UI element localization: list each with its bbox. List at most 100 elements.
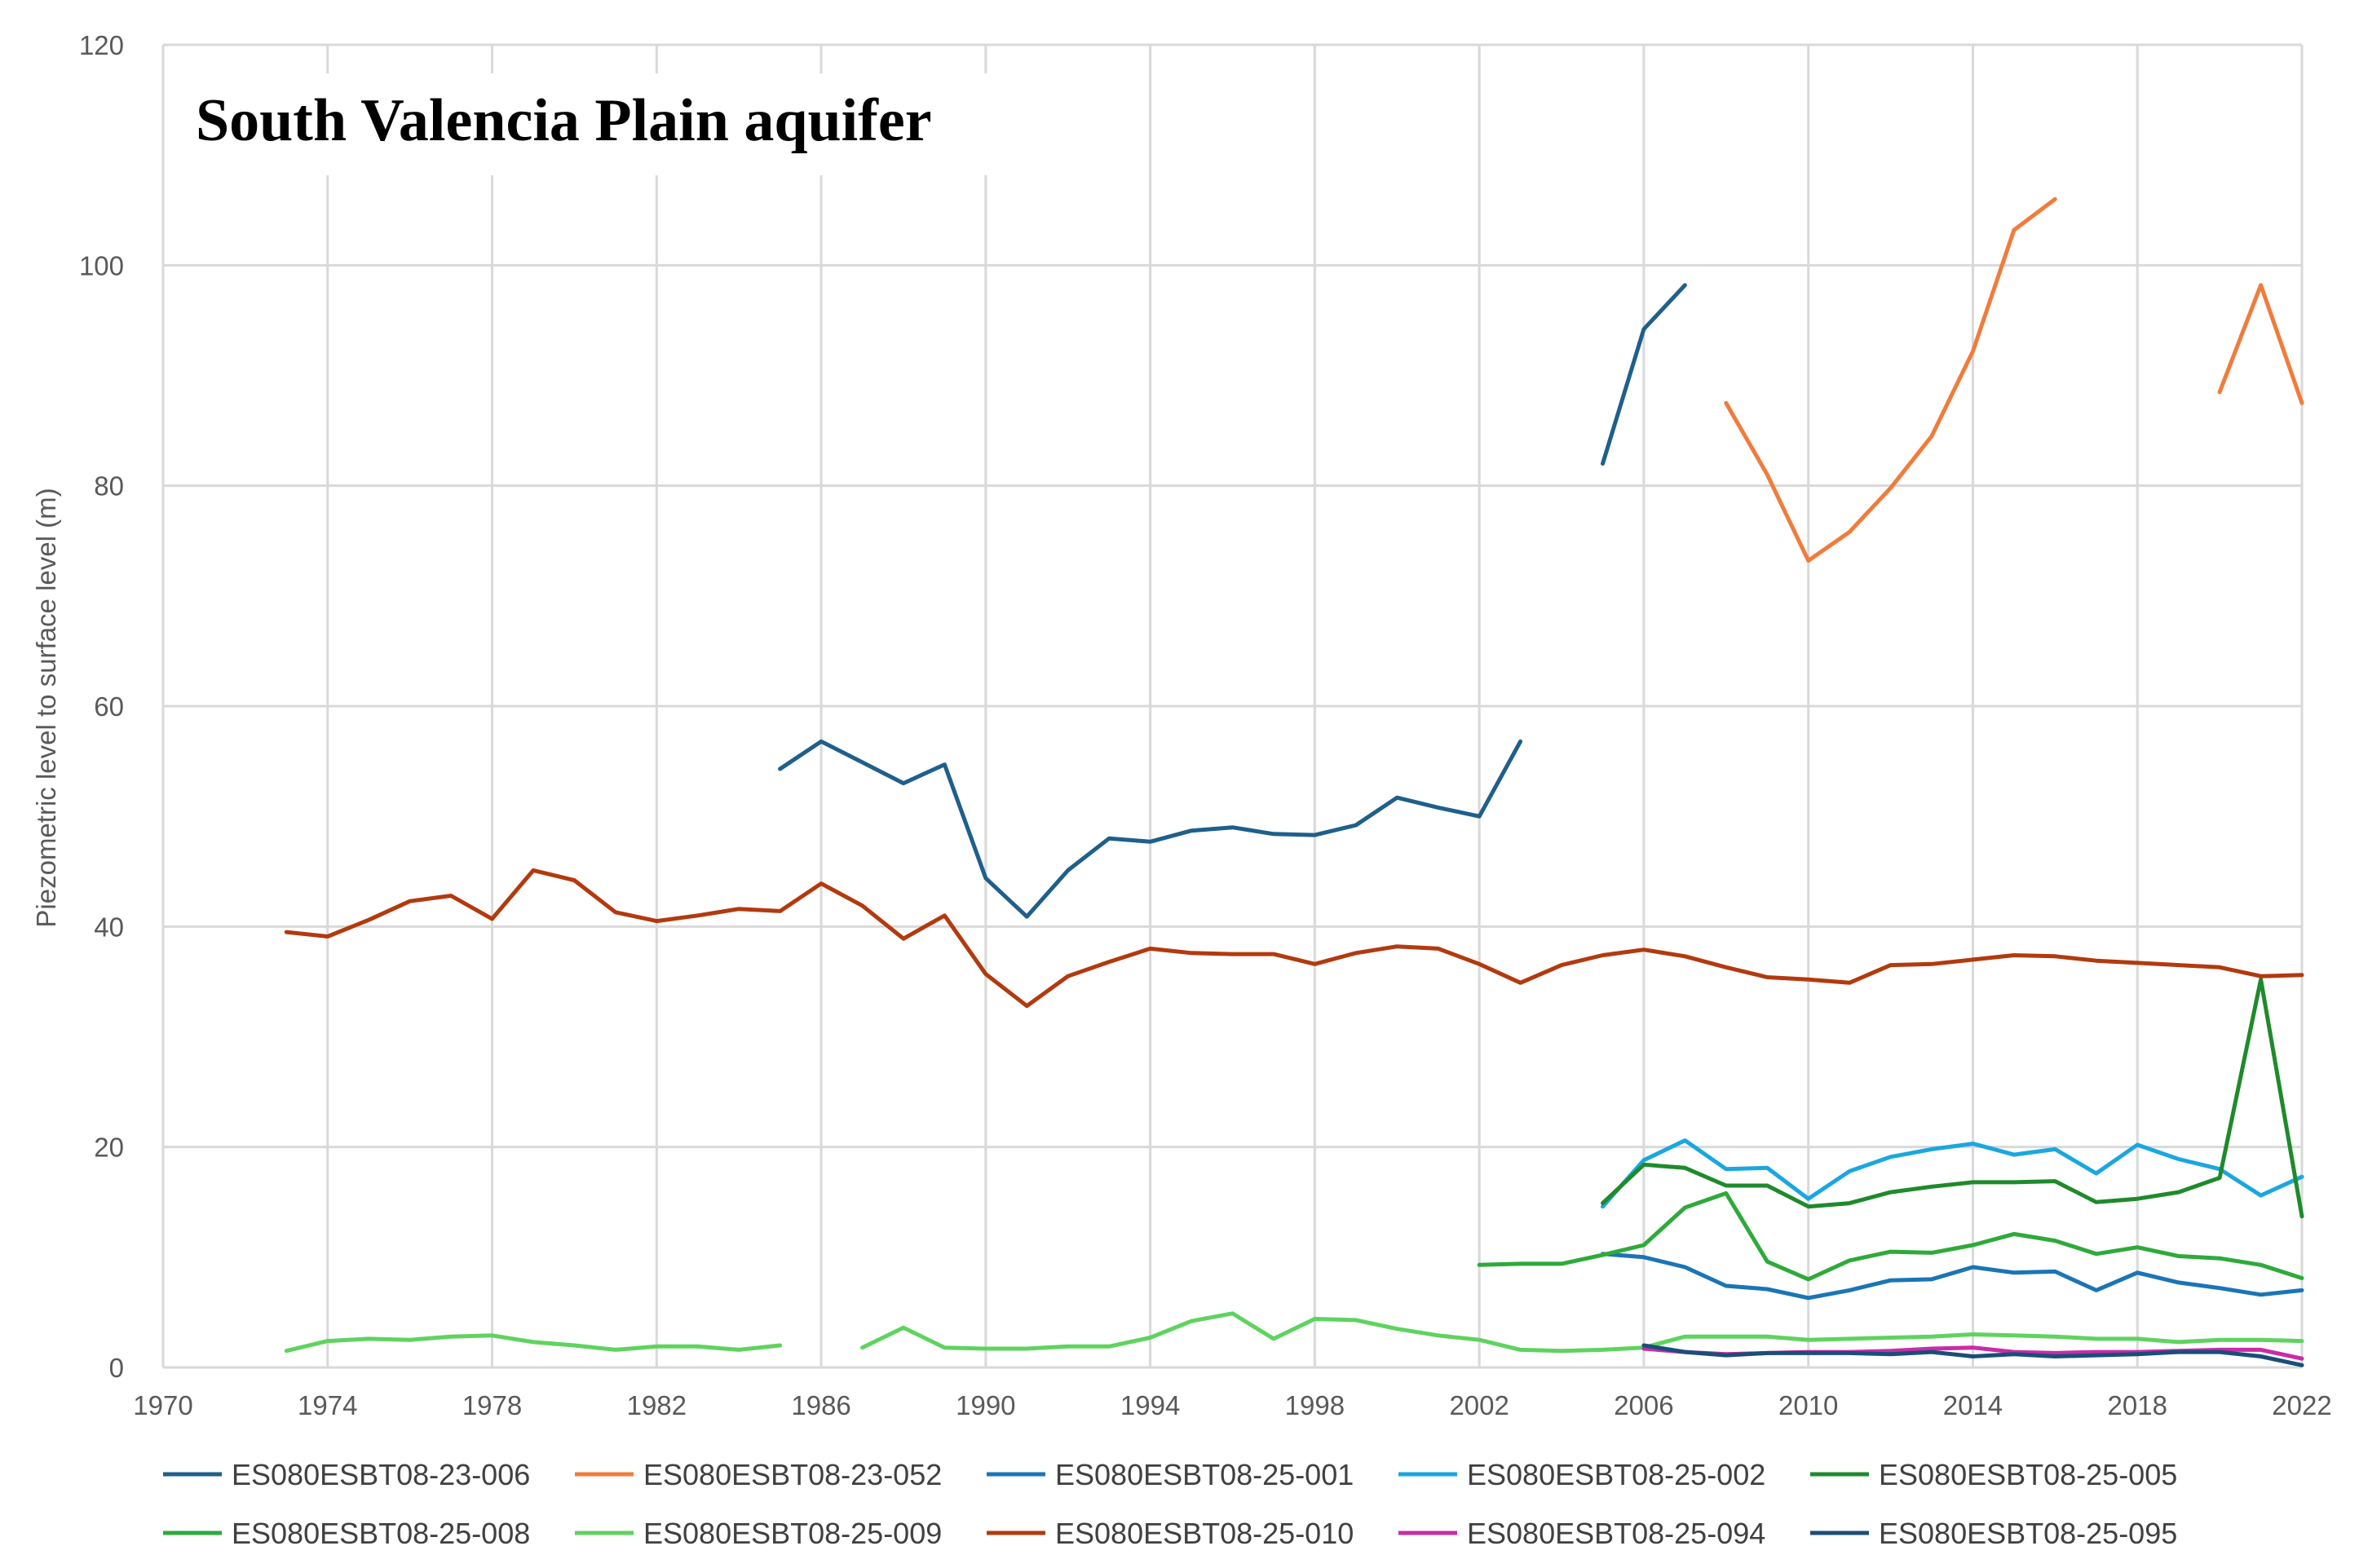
data-point bbox=[1849, 1338, 1850, 1339]
data-point bbox=[2013, 955, 2014, 956]
data-point bbox=[1602, 1255, 1603, 1256]
data-point bbox=[1767, 1261, 1768, 1262]
data-point bbox=[1602, 1203, 1603, 1204]
line-chart: 0204060801001201970 1974 1978 1982 1986 1990 1… bbox=[0, 0, 2359, 1568]
y-tick-label: 60 bbox=[94, 691, 124, 722]
data-point bbox=[1520, 741, 1521, 742]
data-point bbox=[1725, 1168, 1726, 1169]
data-point bbox=[1643, 1244, 1644, 1245]
legend-item: ES080ESBT08-23-052 bbox=[575, 1458, 942, 1491]
data-point bbox=[1191, 952, 1192, 953]
y-tick-label: 100 bbox=[79, 250, 124, 280]
y-tick-label: 20 bbox=[94, 1133, 124, 1163]
x-tick-label: 2002 bbox=[1449, 1390, 1509, 1420]
data-point bbox=[2013, 1234, 2014, 1235]
series-ES080ESBT08-23-006 bbox=[780, 285, 1685, 917]
data-point bbox=[409, 901, 410, 902]
data-point bbox=[2055, 199, 2056, 200]
data-point bbox=[2260, 1349, 2261, 1350]
data-point bbox=[1355, 952, 1356, 953]
data-point bbox=[2137, 1272, 2138, 1273]
legend-label: ES080ESBT08-25-094 bbox=[1467, 1517, 1765, 1550]
y-tick-label: 0 bbox=[109, 1353, 124, 1383]
y-axis-label: Piezometric level to surface level (m) bbox=[31, 488, 61, 927]
data-point bbox=[1767, 977, 1768, 978]
data-point bbox=[1314, 1318, 1315, 1319]
data-point bbox=[1725, 967, 1726, 968]
legend-item: ES080ESBT08-25-001 bbox=[987, 1458, 1354, 1491]
legend-label: ES080ESBT08-23-006 bbox=[232, 1458, 530, 1491]
data-point bbox=[1150, 948, 1151, 949]
data-point bbox=[2302, 1290, 2303, 1291]
data-point bbox=[1314, 964, 1315, 965]
data-point bbox=[1232, 954, 1233, 955]
data-point bbox=[2013, 1272, 2014, 1273]
data-point bbox=[1932, 1252, 1933, 1253]
data-point bbox=[1602, 1206, 1603, 1207]
data-point bbox=[944, 915, 945, 916]
data-point bbox=[1067, 870, 1068, 871]
legend-label: ES080ESBT08-23-052 bbox=[643, 1458, 942, 1491]
data-point bbox=[2013, 1335, 2014, 1336]
data-point bbox=[656, 1346, 657, 1347]
series-layer bbox=[286, 199, 2303, 1366]
data-point bbox=[2055, 1240, 2056, 1241]
data-point bbox=[286, 1350, 287, 1351]
data-point bbox=[1849, 1171, 1850, 1172]
data-point bbox=[1767, 1353, 1768, 1354]
data-point bbox=[1479, 964, 1480, 965]
x-tick-label: 1978 bbox=[462, 1390, 522, 1420]
data-point bbox=[1972, 1347, 1973, 1348]
data-point bbox=[2302, 1216, 2303, 1217]
data-point bbox=[1932, 1336, 1933, 1337]
data-point bbox=[2137, 1338, 2138, 1339]
data-point bbox=[2260, 1195, 2261, 1196]
data-point bbox=[1109, 838, 1110, 839]
data-point bbox=[1849, 1260, 1850, 1261]
data-point bbox=[2178, 1282, 2179, 1283]
data-point bbox=[2055, 1356, 2056, 1357]
series-line bbox=[1603, 979, 2303, 1217]
data-point bbox=[1273, 833, 1274, 834]
data-point bbox=[1808, 1297, 1809, 1298]
data-point bbox=[1890, 1192, 1891, 1193]
data-point bbox=[1191, 830, 1192, 831]
x-tick-label: 1994 bbox=[1120, 1390, 1180, 1420]
data-point bbox=[1932, 435, 1933, 436]
data-point bbox=[2260, 976, 2261, 977]
series-line bbox=[1603, 1254, 2303, 1298]
data-point bbox=[1232, 827, 1233, 828]
series-line bbox=[2220, 285, 2302, 404]
data-point bbox=[2178, 1256, 2179, 1257]
data-point bbox=[1602, 463, 1603, 464]
data-point bbox=[1355, 824, 1356, 825]
data-point bbox=[615, 1349, 616, 1350]
data-point bbox=[697, 1346, 698, 1347]
data-point bbox=[1725, 403, 1726, 404]
data-point bbox=[2137, 1144, 2138, 1145]
data-point bbox=[1520, 1349, 1521, 1350]
data-point bbox=[574, 880, 575, 881]
data-point bbox=[1232, 1313, 1233, 1314]
data-point bbox=[492, 918, 493, 919]
x-tick-label: 2006 bbox=[1614, 1390, 1673, 1420]
data-point bbox=[2260, 979, 2261, 980]
data-point bbox=[2137, 1247, 2138, 1248]
legend-item: ES080ESBT08-25-009 bbox=[575, 1517, 942, 1550]
data-point bbox=[1725, 1285, 1726, 1286]
data-point bbox=[1890, 1156, 1891, 1157]
legend-label: ES080ESBT08-25-010 bbox=[1055, 1517, 1354, 1550]
data-point bbox=[1932, 1352, 1933, 1353]
data-point bbox=[1972, 959, 1973, 960]
data-point bbox=[2260, 1356, 2261, 1357]
data-point bbox=[2302, 1365, 2303, 1366]
data-point bbox=[1725, 1336, 1726, 1337]
data-point bbox=[2260, 1294, 2261, 1295]
data-point bbox=[1191, 1321, 1192, 1322]
data-point bbox=[1932, 1186, 1933, 1187]
data-point bbox=[1314, 835, 1315, 836]
data-point bbox=[1150, 1337, 1151, 1338]
x-tick-label: 1998 bbox=[1285, 1390, 1345, 1420]
legend-label: ES080ESBT08-25-095 bbox=[1879, 1517, 2177, 1550]
grid-layer bbox=[163, 45, 2302, 1367]
